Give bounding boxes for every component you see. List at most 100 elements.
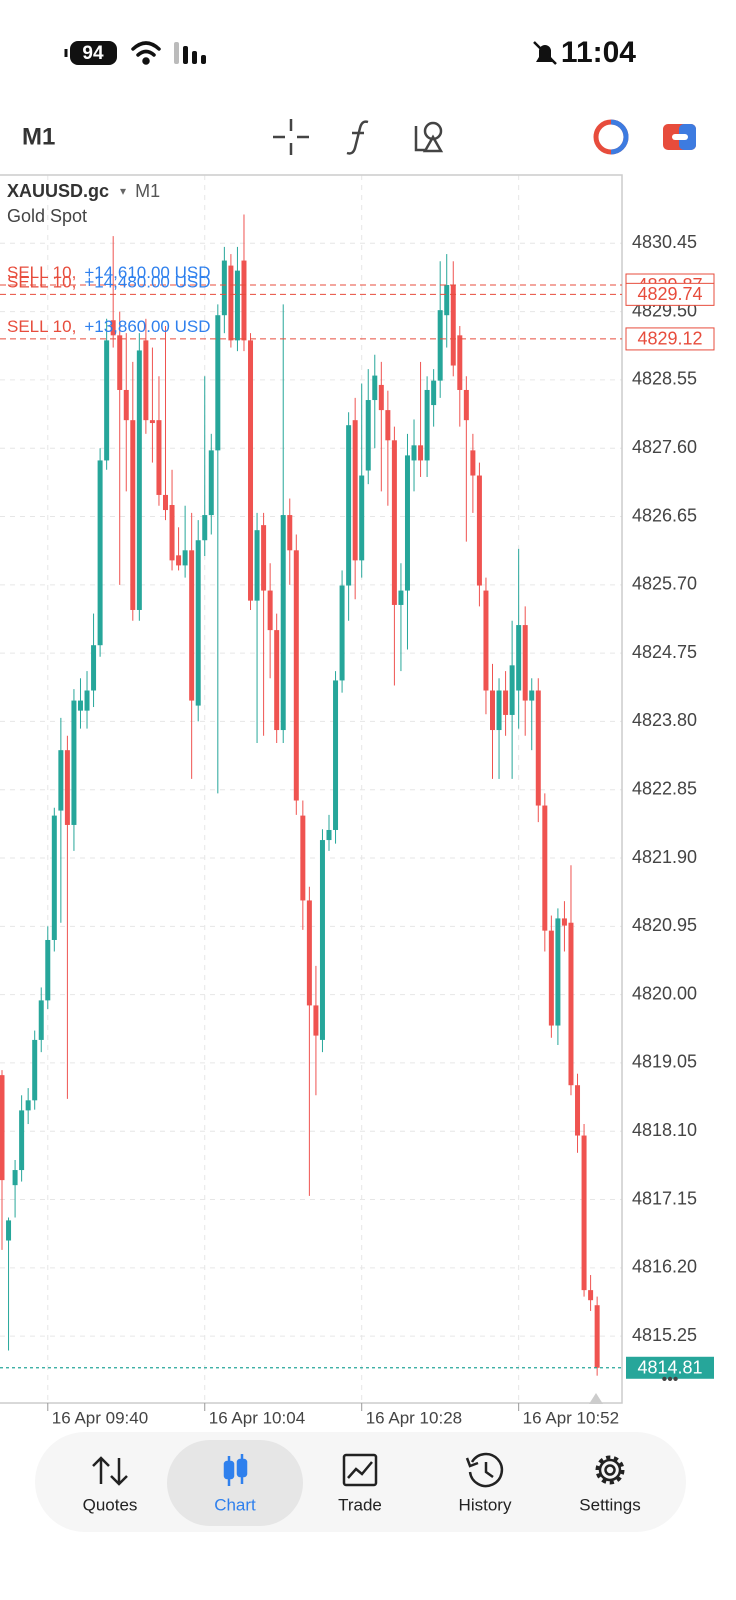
candle-body <box>581 1135 587 1291</box>
candle-body <box>359 475 365 561</box>
candle-body <box>58 750 64 811</box>
y-tick-label: 4815.25 <box>632 1325 697 1345</box>
candle-body <box>0 1075 5 1181</box>
candle-body <box>411 445 417 461</box>
current-price-label: 4814.81 <box>637 1358 702 1378</box>
candle-body <box>280 515 286 731</box>
candle-body <box>548 930 554 1026</box>
candle-body <box>293 550 299 801</box>
candle-body <box>352 420 358 561</box>
nav-settings[interactable]: Settings <box>579 1455 641 1514</box>
nav-chart[interactable]: Chart <box>214 1454 256 1514</box>
nav-quotes[interactable]: Quotes <box>83 1456 138 1514</box>
y-tick-label: 4826.65 <box>632 505 697 525</box>
candle-body <box>163 494 168 511</box>
timeframe-button[interactable]: M1 <box>22 123 55 150</box>
nav-label[interactable]: History <box>459 1495 512 1514</box>
candle-body <box>503 690 509 715</box>
order-profit: +14,610.00 USD <box>84 263 210 282</box>
y-tick-label: 4825.70 <box>632 574 697 594</box>
candle-body <box>254 530 260 601</box>
candle-body <box>189 550 195 701</box>
candle-body <box>261 525 267 591</box>
candle-body <box>123 389 129 421</box>
candle-body <box>516 625 522 691</box>
y-tick-label: 4819.05 <box>632 1052 697 1072</box>
candle-body <box>267 590 273 631</box>
candle-body <box>529 690 535 701</box>
candle-body <box>594 1305 600 1368</box>
candle-body <box>25 1100 31 1111</box>
candle-body <box>522 625 528 701</box>
candle-body <box>215 315 221 451</box>
one-click-button[interactable] <box>593 119 629 155</box>
y-tick-label: 4821.90 <box>632 847 697 867</box>
symbol-description: Gold Spot <box>7 206 87 226</box>
y-tick-label: 4830.45 <box>632 232 697 252</box>
order-label: SELL 10, +14,610.00 USD <box>7 263 210 282</box>
candle-body <box>463 389 469 421</box>
candle-body <box>104 340 110 461</box>
scroll-marker <box>589 1393 603 1404</box>
candle-body <box>470 450 476 476</box>
indicators-button[interactable] <box>346 120 369 155</box>
order-price-label: 4829.12 <box>637 329 702 349</box>
nav-label[interactable]: Settings <box>579 1495 640 1514</box>
y-tick-label: 4820.95 <box>632 915 697 935</box>
x-tick-label: 16 Apr 10:04 <box>209 1408 305 1427</box>
candle-body <box>248 340 254 601</box>
candle-body <box>418 445 424 461</box>
y-tick-label: 4827.60 <box>632 437 697 457</box>
candle-body <box>490 690 495 731</box>
candle-body <box>234 270 240 341</box>
candle-body <box>333 680 339 830</box>
x-tick-label: 16 Apr 10:52 <box>523 1408 619 1427</box>
wifi-icon <box>131 41 161 65</box>
candle-body <box>136 350 142 610</box>
candle-body <box>12 1170 18 1186</box>
y-tick-label: 4823.80 <box>632 710 697 730</box>
candle-body <box>391 440 397 605</box>
candle-body <box>97 460 103 646</box>
nav-label[interactable]: Chart <box>214 1495 256 1514</box>
nav-label[interactable]: Trade <box>338 1495 382 1514</box>
candle-body <box>542 805 548 931</box>
candle-body <box>51 815 57 940</box>
candle-body <box>346 425 352 586</box>
candle-body <box>319 840 325 1040</box>
y-tick-label: 4828.55 <box>632 369 697 389</box>
nav-active-bg <box>167 1440 303 1526</box>
order-price-label: 4829.74 <box>637 284 702 304</box>
order-price-box <box>625 282 715 306</box>
candle-body <box>228 265 234 341</box>
chart-frame <box>0 174 623 1404</box>
nav-trade[interactable]: Trade <box>338 1453 382 1514</box>
candle-body <box>241 260 247 341</box>
x-tick-label: 16 Apr 10:28 <box>366 1408 462 1427</box>
x-tick-label: 16 Apr 09:40 <box>52 1408 148 1427</box>
candle-body <box>300 815 306 901</box>
nav-label[interactable]: Quotes <box>83 1495 138 1514</box>
candle-body <box>130 420 136 610</box>
candle-body <box>208 450 214 516</box>
trade-button[interactable] <box>663 124 696 150</box>
y-tick-label: 4817.15 <box>632 1188 697 1208</box>
symbol: XAUUSD.gc <box>7 181 109 201</box>
candle-body <box>149 420 155 424</box>
overlays: 4830.454829.504828.554827.604826.654825.… <box>0 232 715 1427</box>
chart-timeframe: M1 <box>135 181 160 201</box>
y-tick-label: 4818.10 <box>632 1120 697 1140</box>
candle-body <box>287 515 293 551</box>
order-side: SELL 10, <box>7 317 76 336</box>
current-price-box <box>626 1356 714 1379</box>
objects-button[interactable] <box>414 121 444 153</box>
crosshair-button[interactable] <box>273 119 309 155</box>
nav-history[interactable]: History <box>459 1452 512 1515</box>
y-tick-label: 4816.20 <box>632 1257 697 1277</box>
candle-body <box>339 585 345 681</box>
candle-body <box>169 505 175 561</box>
candle-body <box>450 285 456 366</box>
candle-body <box>404 455 410 591</box>
candle-body <box>64 750 70 825</box>
